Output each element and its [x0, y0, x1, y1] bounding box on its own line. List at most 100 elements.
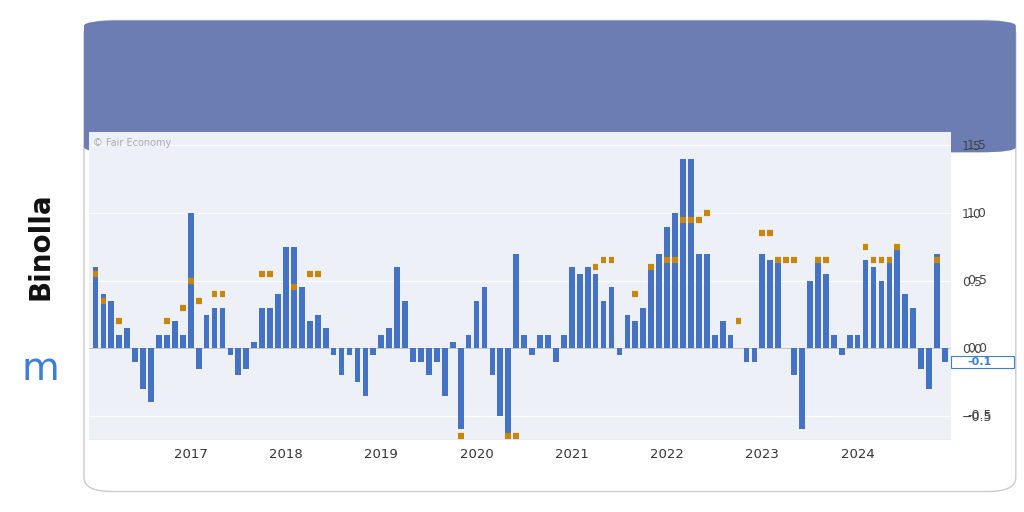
Bar — [434, 348, 439, 362]
Bar — [775, 261, 781, 348]
Bar — [180, 335, 185, 348]
Text: 2023: 2023 — [745, 448, 779, 461]
Bar — [267, 308, 273, 348]
Bar — [244, 348, 249, 369]
Bar — [411, 348, 416, 362]
FancyBboxPatch shape — [84, 20, 1016, 153]
Bar — [426, 348, 432, 375]
Bar — [792, 348, 797, 375]
Bar — [767, 261, 773, 348]
Text: Binolla: Binolla — [27, 192, 54, 300]
Text: 2022: 2022 — [650, 448, 684, 461]
Bar — [839, 348, 845, 355]
Text: 1.0: 1.0 — [967, 206, 987, 220]
Bar — [951, 356, 1014, 368]
Bar — [902, 294, 908, 348]
Bar — [236, 348, 242, 375]
Text: -0.5: -0.5 — [967, 410, 991, 422]
Bar — [696, 253, 701, 348]
Bar — [545, 335, 551, 348]
Bar — [227, 348, 233, 355]
Bar — [728, 335, 733, 348]
Bar — [506, 348, 511, 436]
Bar — [720, 321, 725, 348]
Bar — [172, 321, 178, 348]
Text: -0.1: -0.1 — [967, 357, 991, 367]
Bar — [100, 294, 106, 348]
Bar — [569, 267, 574, 348]
Bar — [910, 308, 916, 348]
Bar — [148, 348, 154, 402]
Bar — [521, 335, 527, 348]
Bar — [942, 348, 948, 362]
Bar — [760, 253, 765, 348]
Text: 2017: 2017 — [174, 448, 208, 461]
Bar — [331, 348, 337, 355]
Text: 2024: 2024 — [841, 448, 874, 461]
Bar — [894, 247, 900, 348]
Bar — [117, 335, 122, 348]
Bar — [196, 348, 202, 369]
Bar — [394, 267, 400, 348]
Bar — [672, 213, 678, 348]
Bar — [538, 335, 543, 348]
Bar — [815, 261, 821, 348]
Bar — [879, 281, 885, 348]
Bar — [481, 287, 487, 348]
Text: m: m — [22, 350, 59, 388]
Text: 2020: 2020 — [460, 448, 494, 461]
Bar — [474, 301, 479, 348]
Bar — [212, 308, 217, 348]
Bar — [323, 328, 329, 348]
Bar — [926, 348, 932, 389]
Bar — [640, 308, 646, 348]
Bar — [251, 342, 257, 348]
Text: 0.0: 0.0 — [967, 342, 987, 355]
Bar — [807, 281, 813, 348]
Bar — [283, 247, 289, 348]
Bar — [187, 213, 194, 348]
Bar — [593, 274, 598, 348]
Text: 2021: 2021 — [555, 448, 589, 461]
Bar — [712, 335, 718, 348]
Bar — [601, 301, 606, 348]
FancyBboxPatch shape — [84, 20, 1016, 492]
Bar — [291, 247, 297, 348]
Bar — [656, 253, 662, 348]
Bar — [140, 348, 146, 389]
Bar — [823, 274, 828, 348]
Bar — [354, 348, 360, 382]
Bar — [219, 308, 225, 348]
Bar — [339, 348, 344, 375]
Bar — [585, 267, 591, 348]
Bar — [92, 267, 98, 348]
Bar — [577, 274, 583, 348]
Bar — [633, 321, 638, 348]
Bar — [648, 267, 654, 348]
Bar — [299, 287, 305, 348]
Bar — [124, 328, 130, 348]
Bar — [450, 342, 456, 348]
Bar — [386, 328, 392, 348]
Bar — [379, 335, 384, 348]
Text: 2018: 2018 — [269, 448, 303, 461]
Bar — [259, 308, 265, 348]
Bar — [887, 261, 892, 348]
Bar — [934, 253, 940, 348]
Bar — [553, 348, 559, 362]
Bar — [109, 301, 115, 348]
Bar — [847, 335, 853, 348]
Text: 1.5: 1.5 — [967, 139, 987, 152]
Bar — [156, 335, 162, 348]
Text: -0.1: -0.1 — [967, 357, 991, 367]
Bar — [307, 321, 312, 348]
Bar — [132, 348, 138, 362]
Bar — [402, 301, 408, 348]
Bar — [608, 287, 614, 348]
Text: 2019: 2019 — [365, 448, 398, 461]
Bar — [498, 348, 503, 416]
Bar — [529, 348, 535, 355]
Text: 0.5: 0.5 — [967, 274, 987, 287]
Bar — [752, 348, 758, 362]
Bar — [743, 348, 750, 362]
